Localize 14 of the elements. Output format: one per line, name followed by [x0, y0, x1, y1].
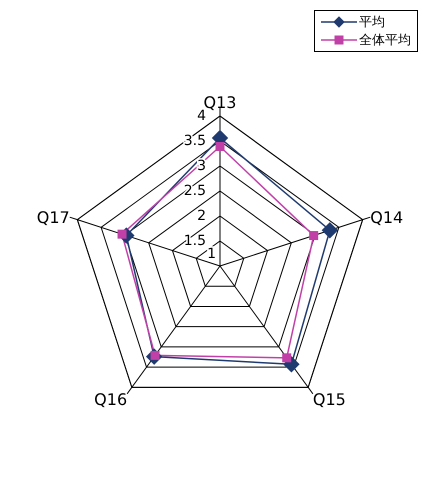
spoke-label: Q13 [204, 93, 236, 112]
legend-label: 平均 [359, 14, 385, 31]
y-tick-label: 3 [197, 158, 206, 174]
spoke-label: Q15 [312, 390, 346, 410]
y-tick-label: 3.5 [184, 133, 206, 149]
y-tick-label: 4 [197, 108, 206, 124]
spoke-label: Q16 [94, 390, 128, 410]
y-tick-label: 1 [207, 246, 216, 262]
y-tick-label: 2.5 [184, 183, 206, 199]
legend-label: 全体平均 [359, 32, 411, 49]
spoke-label: Q14 [370, 208, 404, 227]
spoke-label: Q17 [36, 208, 70, 227]
y-tick-label: 1.5 [184, 233, 206, 249]
y-tick-label: 2 [197, 208, 206, 224]
